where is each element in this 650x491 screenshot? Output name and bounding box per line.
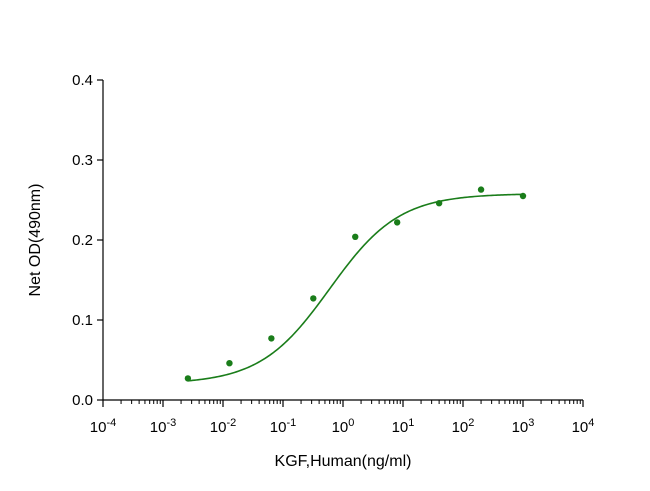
y-tick-label: 0.2 [72,232,93,249]
x-tick-label: 102 [452,417,475,436]
data-point [435,200,443,207]
y-axis-title: Net OD(490nm) [27,184,44,297]
x-tick-label: 100 [332,417,355,436]
axes [102,80,583,401]
x-tick-label: 104 [572,417,595,436]
y-tick-label: 0.4 [72,72,93,89]
x-tick-label: 10-3 [150,417,176,436]
x-tick-label: 101 [392,417,415,436]
y-tick-label: 0.1 [72,312,93,329]
y-tick-label: 0.0 [72,392,93,409]
data-point [393,219,401,226]
x-ticks: 10-4 10-3 10-2 10-1 100 101 102 103 104 [90,400,595,436]
x-tick-label: 10-4 [90,417,116,436]
data-point [184,375,192,382]
fit-curve [187,193,524,382]
data-point [310,295,317,302]
data-point [352,233,359,240]
x-tick-label: 10-2 [210,417,236,436]
x-tick-label: 10-1 [270,417,296,436]
fit-layer [187,193,524,382]
y-tick-label: 0.3 [72,152,93,169]
data-point [519,192,527,200]
data-point [226,360,233,367]
x-tick-label: 103 [512,417,535,436]
x-axis-title: KGF,Human(ng/ml) [275,453,412,470]
points-layer [184,186,527,382]
y-ticks: 0.0 0.1 0.2 0.3 0.4 [72,72,103,409]
data-point [268,335,275,342]
data-point [477,186,485,193]
